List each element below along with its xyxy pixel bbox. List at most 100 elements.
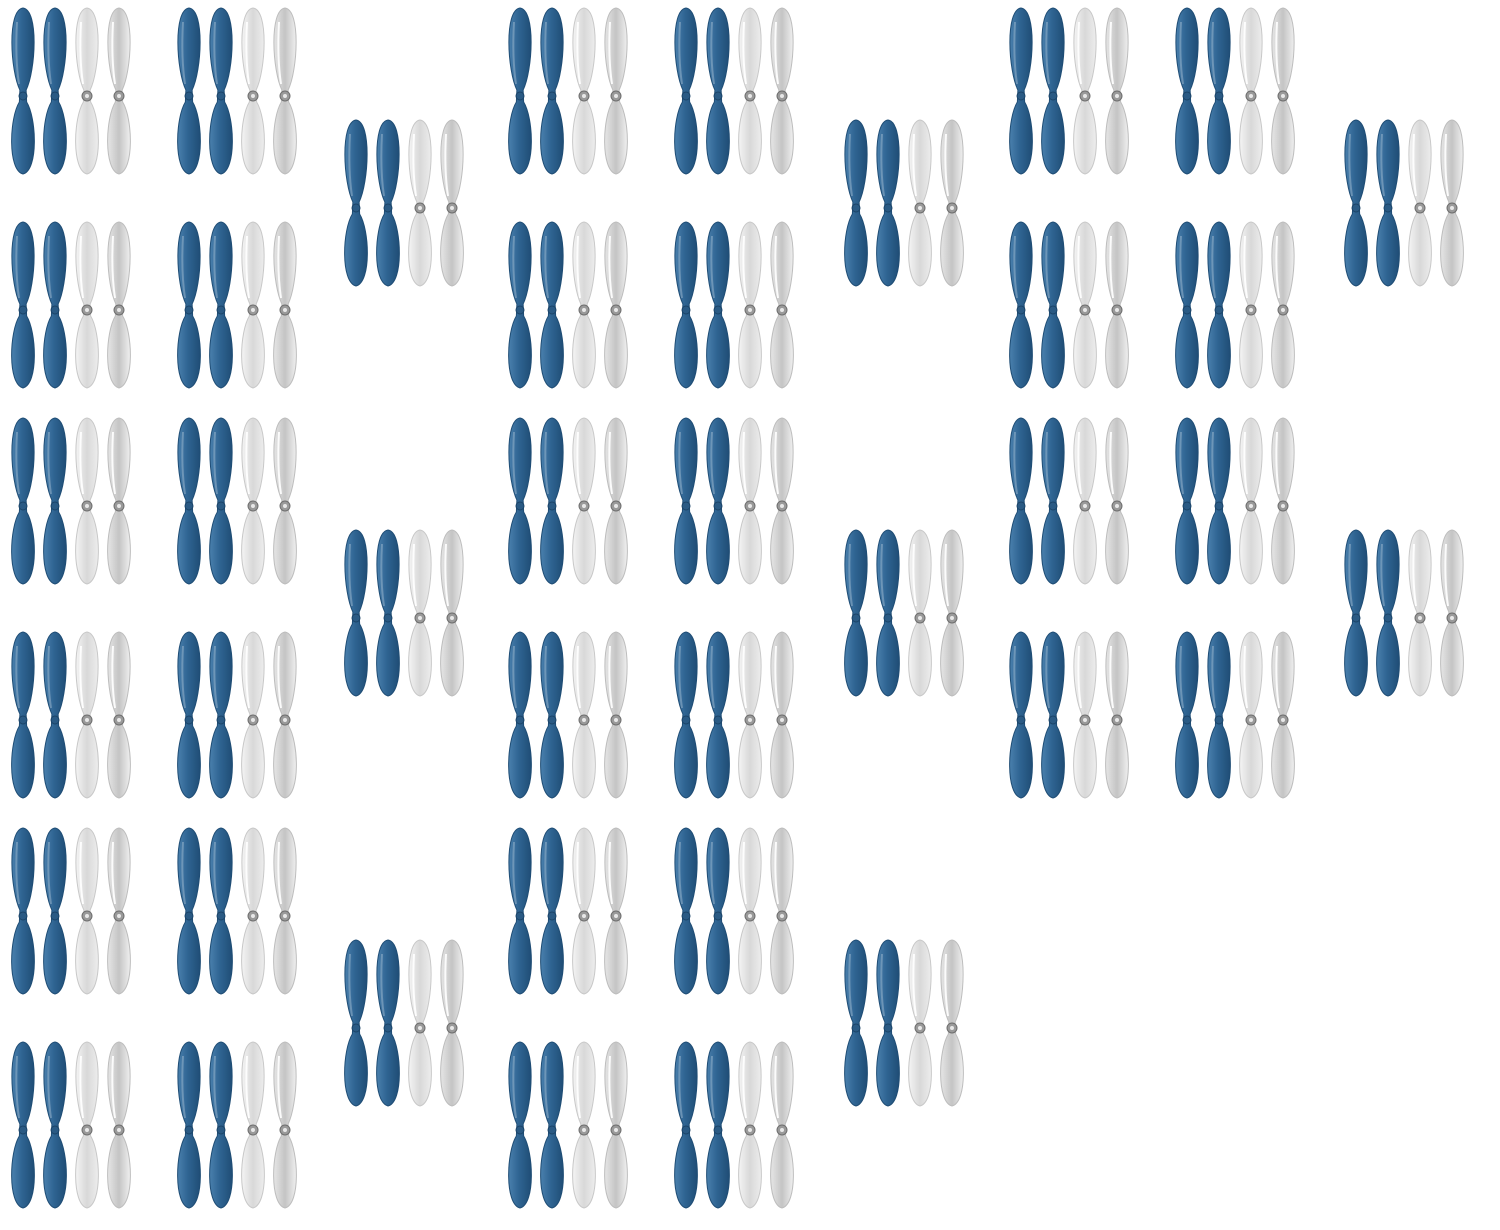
- hub-bore: [1115, 503, 1119, 508]
- blade-highlight: [348, 953, 353, 1017]
- blue-propeller-blade: [11, 631, 35, 799]
- propeller-hub: [1351, 613, 1361, 623]
- propeller-hub: [515, 501, 525, 511]
- propeller-hub: [1048, 715, 1058, 725]
- blade-highlight: [512, 841, 517, 905]
- hub-bore: [251, 913, 255, 918]
- blade-highlight: [111, 21, 116, 85]
- blade-highlight: [111, 1055, 116, 1119]
- blade-highlight: [213, 431, 218, 495]
- hub-bore: [582, 717, 586, 722]
- blade-highlight: [512, 431, 517, 495]
- propeller-hub: [851, 613, 861, 623]
- blade-highlight: [912, 543, 917, 607]
- blue-propeller-blade: [43, 1041, 67, 1209]
- blade-highlight: [848, 543, 853, 607]
- propeller-set: [844, 529, 964, 697]
- blade-highlight: [1211, 235, 1216, 299]
- blade-highlight: [742, 21, 747, 85]
- propeller-hub: [883, 613, 893, 623]
- blade-highlight: [1013, 431, 1018, 495]
- propeller-set: [177, 7, 297, 175]
- propeller-hub: [1214, 305, 1224, 315]
- hub-bore: [251, 503, 255, 508]
- blade-highlight: [1179, 21, 1184, 85]
- blade-highlight: [79, 841, 84, 905]
- propeller-set: [11, 1041, 131, 1209]
- blue-propeller-blade: [674, 221, 698, 389]
- blue-propeller-blade: [1207, 7, 1231, 175]
- propeller-hub: [18, 305, 28, 315]
- blade-highlight: [47, 841, 52, 905]
- blue-propeller-blade: [177, 1041, 201, 1209]
- blade-highlight: [444, 953, 449, 1017]
- blade-highlight: [213, 21, 218, 85]
- blade-highlight: [15, 841, 20, 905]
- blade-highlight: [1211, 645, 1216, 709]
- blue-propeller-blade: [1041, 221, 1065, 389]
- blade-highlight: [15, 431, 20, 495]
- hub-bore: [1083, 93, 1087, 98]
- blade-highlight: [181, 235, 186, 299]
- hub-bore: [85, 1127, 89, 1132]
- blade-highlight: [245, 21, 250, 85]
- propeller-hub: [851, 203, 861, 213]
- blade-highlight: [710, 645, 715, 709]
- blade-highlight: [1109, 431, 1114, 495]
- blade-highlight: [1211, 431, 1216, 495]
- blue-propeller-blade: [540, 631, 564, 799]
- blue-propeller-blade: [674, 7, 698, 175]
- blue-propeller-blade: [43, 631, 67, 799]
- blue-propeller-blade: [43, 7, 67, 175]
- propeller-set: [11, 221, 131, 389]
- hub-bore: [117, 93, 121, 98]
- propeller-hub: [50, 911, 60, 921]
- propeller-set: [11, 7, 131, 175]
- blade-highlight: [1045, 431, 1050, 495]
- blue-propeller-blade: [209, 7, 233, 175]
- blade-highlight: [678, 431, 683, 495]
- hub-bore: [614, 307, 618, 312]
- blade-highlight: [710, 1055, 715, 1119]
- propeller-hub: [50, 501, 60, 511]
- propeller-set: [1344, 529, 1464, 697]
- propeller-set: [11, 631, 131, 799]
- blue-propeller-blade: [540, 417, 564, 585]
- propeller-hub: [1016, 501, 1026, 511]
- propeller-hub: [50, 305, 60, 315]
- propeller-hub: [713, 501, 723, 511]
- propeller-hub: [351, 203, 361, 213]
- blade-highlight: [111, 645, 116, 709]
- blade-highlight: [1412, 133, 1417, 197]
- blade-highlight: [742, 841, 747, 905]
- blue-propeller-blade: [706, 631, 730, 799]
- blade-highlight: [1348, 133, 1353, 197]
- propeller-hub: [681, 911, 691, 921]
- hub-bore: [748, 1127, 752, 1132]
- hub-bore: [614, 1127, 618, 1132]
- propeller-hub: [1182, 501, 1192, 511]
- propeller-hub: [184, 91, 194, 101]
- hub-bore: [283, 93, 287, 98]
- blade-highlight: [79, 21, 84, 85]
- propeller-hub: [216, 91, 226, 101]
- blade-highlight: [1179, 235, 1184, 299]
- blade-highlight: [111, 841, 116, 905]
- blade-highlight: [710, 841, 715, 905]
- hub-bore: [251, 717, 255, 722]
- hub-bore: [780, 307, 784, 312]
- blade-highlight: [1013, 235, 1018, 299]
- blue-propeller-blade: [1207, 417, 1231, 585]
- blade-highlight: [380, 953, 385, 1017]
- blue-propeller-blade: [674, 631, 698, 799]
- blade-highlight: [710, 21, 715, 85]
- blue-propeller-blade: [844, 529, 868, 697]
- hub-bore: [283, 307, 287, 312]
- blade-highlight: [380, 133, 385, 197]
- hub-bore: [582, 503, 586, 508]
- hub-bore: [1281, 307, 1285, 312]
- blade-highlight: [512, 1055, 517, 1119]
- blue-propeller-blade: [1344, 529, 1368, 697]
- blade-highlight: [1109, 645, 1114, 709]
- blade-highlight: [245, 841, 250, 905]
